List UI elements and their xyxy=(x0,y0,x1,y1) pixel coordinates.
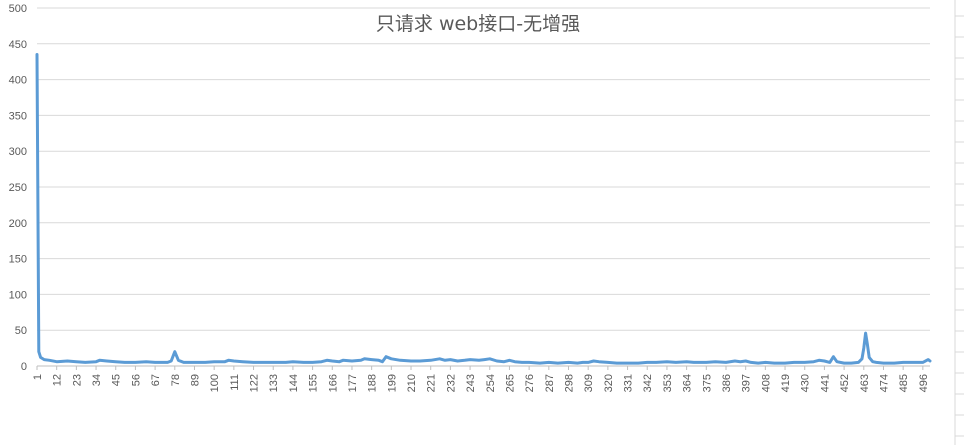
x-tick-label: 298 xyxy=(564,374,576,392)
gridlines xyxy=(37,7,930,367)
x-tick-label: 485 xyxy=(898,374,910,392)
spreadsheet-column-edge xyxy=(954,0,964,445)
x-tick-label: 254 xyxy=(485,374,497,392)
x-tick-label: 78 xyxy=(170,374,182,386)
x-tick-label: 287 xyxy=(544,374,556,392)
x-tick-label: 1 xyxy=(32,374,44,380)
y-axis-ticks: 0 50 100 150 200 250 300 350 400 450 500 xyxy=(9,3,27,373)
x-tick-label: 276 xyxy=(524,374,536,392)
series-line xyxy=(35,53,932,365)
x-tick-label: 496 xyxy=(918,374,930,392)
x-tick-label: 155 xyxy=(308,374,320,392)
x-tick-label: 199 xyxy=(386,374,398,392)
y-tick-label: 300 xyxy=(9,146,27,158)
x-tick-label: 67 xyxy=(150,374,162,386)
y-tick-label: 500 xyxy=(9,3,27,15)
chart-title: 只请求 web接口-无增强 xyxy=(376,13,580,35)
x-tick-label: 331 xyxy=(623,374,635,392)
x-tick-label: 243 xyxy=(465,374,477,392)
x-tick-label: 133 xyxy=(268,374,280,392)
x-tick-label: 342 xyxy=(642,374,654,392)
y-tick-label: 0 xyxy=(21,361,27,373)
x-tick-label: 463 xyxy=(859,374,871,392)
x-tick-label: 265 xyxy=(504,374,516,392)
x-tick-label: 111 xyxy=(229,374,241,391)
x-tick-label: 166 xyxy=(327,374,339,392)
x-tick-label: 122 xyxy=(249,374,261,392)
x-tick-label: 441 xyxy=(819,374,831,392)
x-tick-label: 100 xyxy=(209,374,221,392)
y-tick-label: 400 xyxy=(9,75,27,87)
x-tick-label: 397 xyxy=(741,374,753,392)
x-tick-label: 34 xyxy=(91,374,103,386)
x-tick-label: 210 xyxy=(406,374,418,392)
x-tick-label: 309 xyxy=(583,374,595,392)
y-tick-label: 250 xyxy=(9,182,27,194)
x-tick-label: 232 xyxy=(445,374,457,392)
x-tick-label: 89 xyxy=(189,374,201,386)
x-tick-label: 419 xyxy=(780,374,792,392)
x-tick-label: 177 xyxy=(347,374,359,392)
x-axis-ticks: 1 12 23 34 45 56 67 78 89 100 111 122 133 144 155 166 17… xyxy=(32,366,930,392)
x-tick-label: 474 xyxy=(878,374,890,392)
x-tick-label: 23 xyxy=(71,374,83,386)
x-tick-label: 408 xyxy=(760,374,772,392)
y-tick-label: 450 xyxy=(9,39,27,51)
x-tick-label: 353 xyxy=(662,374,674,392)
y-tick-label: 50 xyxy=(15,325,27,337)
x-tick-label: 56 xyxy=(130,374,142,386)
x-tick-label: 12 xyxy=(52,374,64,386)
x-tick-label: 320 xyxy=(603,374,615,392)
x-tick-label: 45 xyxy=(111,374,123,386)
x-tick-label: 430 xyxy=(800,374,812,392)
y-tick-label: 100 xyxy=(9,289,27,301)
x-tick-label: 375 xyxy=(701,374,713,392)
x-tick-label: 221 xyxy=(426,374,438,392)
series-layer xyxy=(35,53,932,365)
y-tick-label: 350 xyxy=(9,110,27,122)
y-tick-label: 200 xyxy=(9,218,27,230)
y-tick-label: 150 xyxy=(9,254,27,266)
x-tick-label: 364 xyxy=(682,374,694,392)
x-tick-label: 144 xyxy=(288,374,300,392)
x-tick-label: 188 xyxy=(367,374,379,392)
x-tick-label: 452 xyxy=(839,374,851,392)
x-tick-label: 386 xyxy=(721,374,733,392)
